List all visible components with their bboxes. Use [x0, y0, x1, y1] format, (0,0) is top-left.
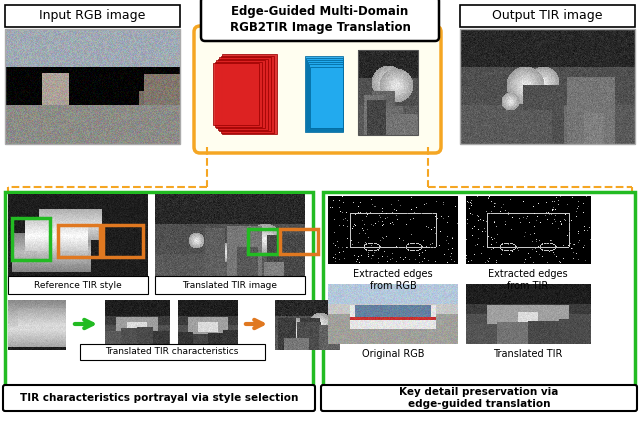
Text: Original RGB: Original RGB: [362, 349, 424, 359]
Text: Output TIR image: Output TIR image: [492, 10, 603, 22]
Bar: [58, 225, 100, 257]
FancyBboxPatch shape: [213, 63, 259, 125]
Bar: [280, 229, 318, 254]
FancyBboxPatch shape: [306, 58, 343, 131]
Bar: [5, 29, 180, 144]
FancyBboxPatch shape: [201, 0, 439, 41]
Text: Translated TIR image: Translated TIR image: [182, 280, 278, 289]
FancyBboxPatch shape: [321, 385, 637, 411]
Bar: [460, 29, 635, 144]
FancyBboxPatch shape: [221, 55, 274, 133]
FancyBboxPatch shape: [194, 26, 441, 153]
FancyBboxPatch shape: [3, 385, 315, 411]
Text: TIR characteristics portrayal via style selection: TIR characteristics portrayal via style …: [20, 393, 298, 403]
FancyBboxPatch shape: [308, 64, 343, 128]
Bar: [8, 276, 148, 294]
Bar: [323, 192, 635, 387]
Bar: [155, 276, 305, 294]
FancyBboxPatch shape: [308, 62, 343, 129]
FancyBboxPatch shape: [310, 67, 343, 127]
Bar: [5, 5, 180, 27]
Text: Extracted edges
from RGB: Extracted edges from RGB: [353, 269, 433, 292]
Bar: [358, 50, 418, 135]
FancyBboxPatch shape: [214, 61, 262, 127]
Text: Translated TIR characteristics: Translated TIR characteristics: [106, 347, 239, 356]
Text: Key detail preservation via
edge-guided translation: Key detail preservation via edge-guided …: [399, 387, 559, 409]
Text: Reference TIR style: Reference TIR style: [34, 280, 122, 289]
FancyBboxPatch shape: [216, 60, 265, 128]
FancyBboxPatch shape: [218, 58, 268, 130]
Bar: [103, 225, 143, 257]
Bar: [80, 344, 265, 360]
Text: Edge-Guided Multi-Domain
RGB2TIR Image Translation: Edge-Guided Multi-Domain RGB2TIR Image T…: [230, 4, 410, 34]
FancyBboxPatch shape: [219, 57, 271, 131]
Bar: [5, 192, 313, 387]
FancyBboxPatch shape: [307, 60, 343, 130]
FancyBboxPatch shape: [222, 54, 277, 134]
Bar: [460, 5, 635, 27]
FancyBboxPatch shape: [305, 56, 343, 132]
Text: Input RGB image: Input RGB image: [39, 10, 146, 22]
Bar: [248, 229, 278, 254]
Text: Translated TIR: Translated TIR: [493, 349, 563, 359]
Bar: [12, 218, 50, 260]
Text: Extracted edges
from TIR: Extracted edges from TIR: [488, 269, 568, 292]
